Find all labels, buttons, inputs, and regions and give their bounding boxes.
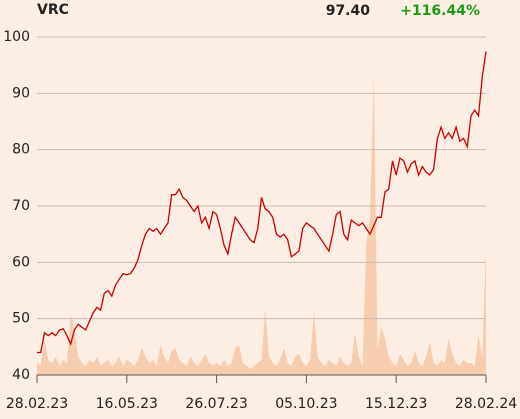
y-tick-label: 100 bbox=[3, 29, 30, 45]
x-tick-label: 28.02.24 bbox=[455, 396, 517, 412]
x-tick-label: 26.07.23 bbox=[185, 396, 247, 412]
y-tick-label: 60 bbox=[12, 254, 30, 270]
chart-title: VRC bbox=[37, 2, 69, 18]
price-line bbox=[37, 51, 487, 354]
x-tick-label: 28.02.23 bbox=[6, 396, 68, 412]
y-tick-label: 70 bbox=[12, 198, 30, 214]
x-tick-label: 15.12.23 bbox=[365, 396, 427, 412]
y-tick-label: 80 bbox=[12, 142, 30, 158]
change: +116.44% bbox=[400, 3, 480, 19]
volume-area bbox=[37, 72, 486, 375]
x-tick-label: 05.10.23 bbox=[275, 396, 337, 412]
last-value: 97.40 bbox=[326, 3, 371, 19]
y-tick-label: 40 bbox=[12, 367, 30, 383]
y-tick-label: 50 bbox=[12, 311, 30, 327]
y-tick-label: 90 bbox=[12, 85, 30, 101]
x-tick-label: 16.05.23 bbox=[96, 396, 158, 412]
